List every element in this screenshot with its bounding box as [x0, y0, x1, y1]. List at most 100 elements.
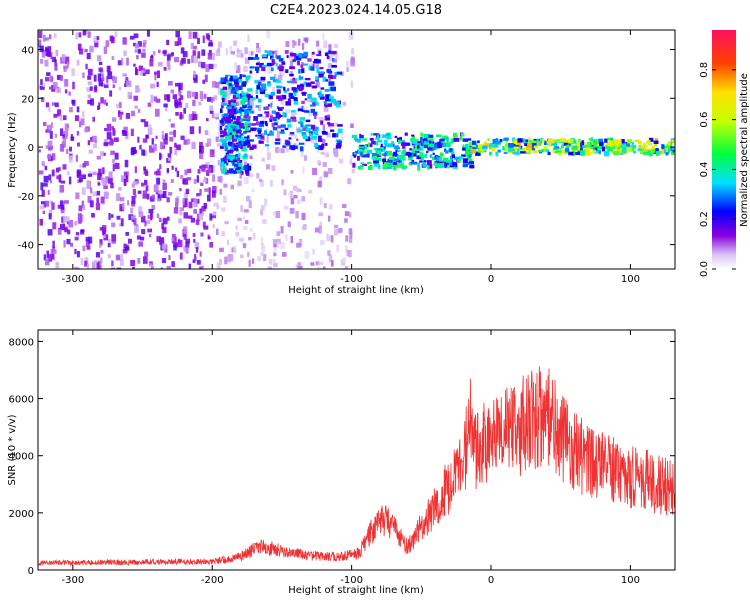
spectrogram-cell [64, 123, 69, 131]
spectrogram-cell [166, 39, 170, 46]
spectrogram-cell [183, 245, 187, 252]
spectrogram-cell [276, 55, 281, 60]
spectrogram-cell [479, 146, 485, 152]
spectrogram-cell [411, 160, 415, 163]
spectrogram-cell [141, 149, 145, 156]
spectrogram-cell [554, 146, 560, 149]
spectrogram-cell [281, 106, 284, 110]
spectrogram-cell [283, 86, 286, 91]
spectrogram-cell [446, 140, 449, 144]
spectrogram-cell [325, 143, 328, 146]
spectrogram-cell [303, 224, 307, 230]
spectrogram-cell [274, 117, 279, 126]
spectrogram-cell [97, 172, 102, 180]
spectrogram-cell [239, 95, 244, 99]
spectrogram-cell [441, 142, 446, 148]
spectrogram-cell [146, 193, 150, 200]
spectrogram-cell [86, 87, 91, 92]
spectrogram-cell [274, 111, 280, 115]
spectrogram-cell [239, 169, 243, 174]
spectrogram-cell [80, 118, 85, 126]
spectrogram-cell [332, 58, 335, 62]
spectrogram-cell [154, 72, 157, 81]
spectrogram-cell [79, 164, 84, 168]
spectrogram-cell [267, 146, 270, 153]
spectrogram-cell [232, 113, 236, 117]
spectrogram-cell [219, 128, 223, 132]
spectrogram-cell [175, 197, 179, 206]
snr-marks [38, 366, 675, 567]
spectrogram-cell [328, 81, 335, 86]
spectrogram-cell [352, 162, 356, 168]
spectrogram-cell [309, 133, 313, 137]
spectrogram-cell [229, 147, 236, 150]
spectrogram-cell [565, 140, 570, 144]
spectrogram-cell [57, 204, 62, 209]
spectrogram-cell [138, 241, 143, 247]
spectrogram-cell [235, 225, 238, 230]
spectrogram-cell [244, 128, 250, 131]
spectrogram-cell [136, 55, 139, 60]
spectrogram-cell [124, 247, 130, 251]
spectrogram-cell [243, 66, 248, 72]
spectrogram-cell [106, 76, 109, 84]
spectrogram-cell [234, 145, 238, 150]
spectrogram-cell [373, 133, 380, 136]
spectrogram-cell [234, 166, 237, 169]
spectrogram-cell [199, 251, 202, 257]
spectrogram-cell [267, 104, 270, 107]
spectrogram-cell [569, 138, 574, 143]
x-tick-label: 0 [488, 274, 494, 285]
spectrogram-cell [234, 80, 240, 85]
spectrogram-cell [568, 151, 574, 156]
spectrogram-cell [492, 147, 496, 152]
spectrogram-cell [165, 106, 168, 112]
spectrogram-cell [358, 146, 365, 149]
spectrogram-cell [265, 113, 270, 118]
spectrogram-cell [617, 146, 621, 150]
spectrogram-cell [110, 36, 115, 44]
spectrogram-cell [159, 217, 162, 223]
snr-point [378, 518, 381, 520]
spectrogram-cell [319, 221, 323, 229]
spectrogram-cell [43, 175, 49, 183]
spectrogram-cell [254, 79, 259, 84]
snr-point [239, 556, 241, 558]
spectrogram-cell [273, 267, 277, 269]
spectrogram-cell [293, 41, 297, 46]
spectrogram-cell [559, 138, 566, 142]
spectrogram-cell [236, 168, 240, 173]
spectrogram-cell [436, 134, 442, 138]
colorbar-ticks: 0.00.20.40.60.8 [699, 62, 736, 277]
spectrogram-cell [640, 150, 646, 155]
spectrogram-cell [331, 235, 334, 243]
spectrogram-cell [260, 87, 264, 92]
spectrogram-cell [70, 136, 75, 141]
spectrogram-cell [52, 246, 56, 251]
spectrogram-cell [249, 66, 255, 69]
spectrogram-cell [586, 148, 590, 152]
spectrogram-cell [285, 69, 289, 73]
spectrogram-cell [247, 143, 251, 148]
colorbar-tick-label: 0.0 [699, 261, 710, 277]
spectrogram-cell [48, 254, 52, 262]
spectrogram-cell [207, 96, 212, 102]
spectrogram-cell [494, 145, 499, 148]
spectrogram-cell [66, 61, 70, 68]
spectrogram-cell [185, 188, 190, 195]
spectrogram-cell [188, 31, 192, 39]
spectrogram-cell [373, 148, 380, 151]
spectrogram-cell [150, 83, 155, 89]
spectrogram-cell [96, 55, 102, 62]
spectrogram-cell [89, 45, 94, 53]
spectrogram-cell [303, 155, 307, 161]
spectrogram-cell [301, 68, 305, 74]
spectrogram-cell [279, 131, 285, 134]
spectrogram-cell [349, 155, 353, 160]
spectrogram-cell [93, 259, 98, 264]
spectrogram-cell [239, 93, 243, 96]
spectrogram-cell [229, 148, 234, 153]
spectrogram-cell [96, 36, 100, 41]
spectrogram-cell [215, 136, 219, 142]
